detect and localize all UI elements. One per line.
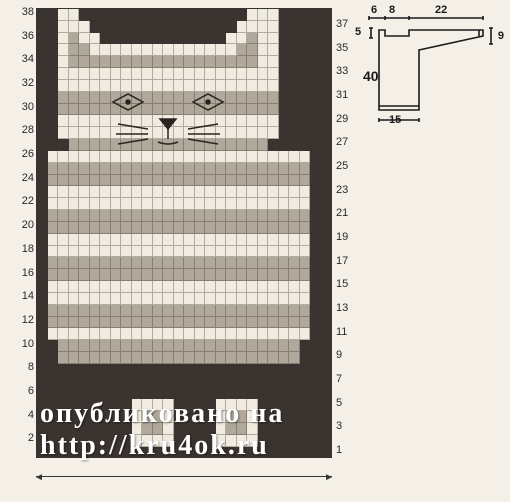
row-label: 10 [18, 338, 34, 350]
row-label: 31 [336, 89, 348, 101]
row-label: 34 [18, 53, 34, 65]
row-label: 4 [18, 409, 34, 421]
row-label: 6 [18, 385, 34, 397]
knitting-chart: ◄► 3836343230282624222018161412108642373… [18, 8, 348, 468]
row-label: 22 [18, 195, 34, 207]
row-label: 25 [336, 160, 348, 172]
row-label: 18 [18, 243, 34, 255]
row-label: 30 [18, 101, 34, 113]
row-label: 21 [336, 207, 348, 219]
garment-schematic: 6 8 22 5 9 40 15 [365, 8, 500, 128]
row-label: 5 [336, 397, 342, 409]
row-label: 32 [18, 77, 34, 89]
row-label: 2 [18, 432, 34, 444]
row-label: 24 [18, 172, 34, 184]
width-arrow: ◄► [36, 472, 332, 482]
row-label: 23 [336, 184, 348, 196]
row-label: 3 [336, 420, 342, 432]
row-label: 16 [18, 267, 34, 279]
row-label: 37 [336, 18, 348, 30]
row-label: 7 [336, 373, 342, 385]
row-label: 14 [18, 290, 34, 302]
row-label: 29 [336, 113, 348, 125]
dim-left: 5 [355, 26, 361, 38]
row-label: 15 [336, 278, 348, 290]
dim-top1: 6 [371, 4, 377, 16]
row-label: 36 [18, 30, 34, 42]
row-label: 12 [18, 314, 34, 326]
dim-right: 9 [498, 30, 504, 42]
row-label: 13 [336, 302, 348, 314]
row-label: 1 [336, 444, 342, 456]
row-label: 28 [18, 124, 34, 136]
row-label: 27 [336, 136, 348, 148]
row-label: 9 [336, 349, 342, 361]
row-label: 35 [336, 42, 348, 54]
dim-bottom: 15 [389, 114, 401, 126]
row-label: 26 [18, 148, 34, 160]
row-label: 38 [18, 6, 34, 18]
dim-top2: 8 [389, 4, 395, 16]
row-label: 8 [18, 361, 34, 373]
dim-top3: 22 [435, 4, 447, 16]
row-label: 17 [336, 255, 348, 267]
row-label: 20 [18, 219, 34, 231]
row-label: 33 [336, 65, 348, 77]
row-label: 19 [336, 231, 348, 243]
pattern-grid [36, 8, 332, 458]
row-label: 11 [336, 326, 347, 338]
dim-height: 40 [363, 68, 379, 84]
